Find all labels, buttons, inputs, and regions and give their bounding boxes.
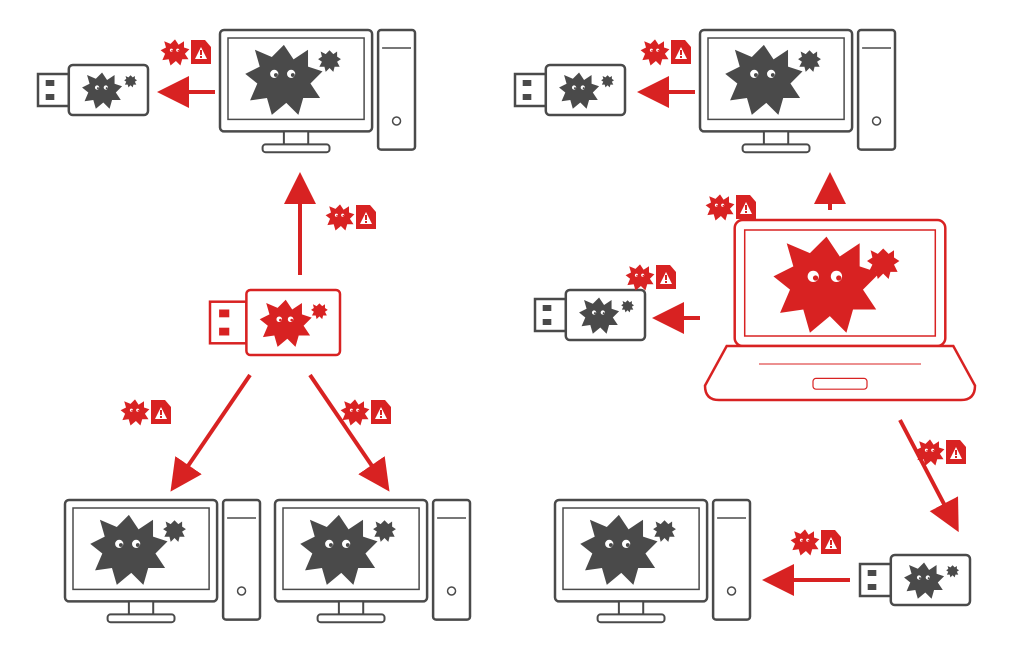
infection-label [626,264,676,290]
usb-drive [515,65,625,115]
desktop-computer [220,30,415,152]
infection-label [121,399,171,425]
diagram-canvas [0,0,1024,666]
usb-drive [38,65,148,115]
usb-drive [860,555,970,605]
desktop-computer [65,500,260,622]
infection-label [161,39,211,65]
desktop-computer [700,30,895,152]
desktop-computer [555,500,750,622]
infection-label [326,204,376,230]
infection-label [791,529,841,555]
laptop-computer [705,220,975,400]
infection-label [341,399,391,425]
infection-arrow [175,375,250,485]
desktop-computer [275,500,470,622]
infection-label [641,39,691,65]
infection-arrow [310,375,385,485]
infection-arrow [900,420,955,525]
usb-drive [210,290,340,355]
infection-label [706,194,756,220]
usb-drive [535,290,645,340]
